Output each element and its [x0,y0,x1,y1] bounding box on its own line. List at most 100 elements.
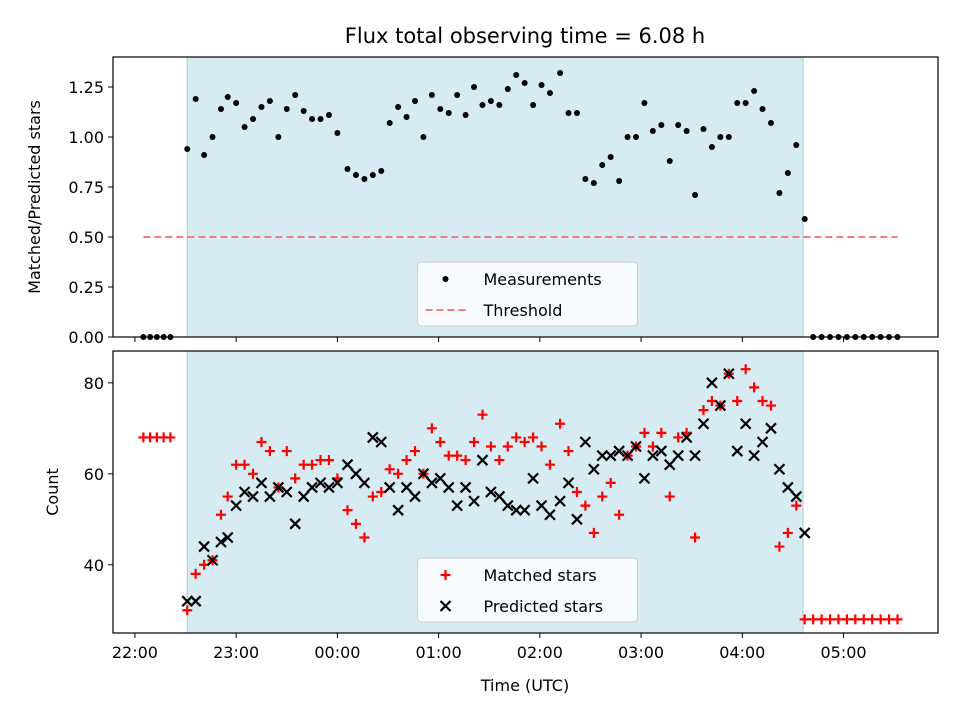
data-point [250,116,257,122]
data-point [784,170,791,176]
data-point [536,441,547,452]
data-point [748,449,760,462]
data-point [201,152,208,158]
data-point [487,98,494,104]
data-point [690,532,701,543]
x-tick-label: 04:00 [719,643,765,662]
data-point [774,541,785,552]
data-point [596,449,609,462]
data-point [791,500,802,511]
data-point [554,495,566,507]
data-point [403,114,410,120]
data-point [633,134,640,140]
data-point [698,405,709,416]
data-point [479,102,486,108]
data-point [292,92,299,98]
data-point [588,527,599,538]
data-point [184,146,191,152]
data-point [723,367,735,380]
data-point [426,423,437,434]
y-tick-label: 80 [84,374,104,393]
y-tick-label: 0.75 [68,178,104,197]
data-point [334,130,341,136]
data-point [224,94,231,100]
series-0 [138,364,903,625]
data-point [751,88,758,94]
data-point [638,472,651,485]
data-point [580,500,591,511]
data-point [641,100,648,106]
y-tick-label: 0.50 [68,228,104,247]
data-point [217,106,224,112]
data-point [165,432,176,443]
data-point [613,445,625,457]
data-point [258,104,265,110]
data-point [230,499,242,512]
data-point [801,216,808,222]
data-point [649,128,656,134]
data-point [434,472,447,485]
data-point [417,468,430,480]
legend-swatch [440,570,451,580]
data-point [518,504,531,516]
data-point [358,477,371,489]
data-point [732,396,743,407]
data-point [496,102,503,108]
data-point [256,436,267,447]
data-point [209,134,216,140]
data-point [714,399,727,412]
legend-swatch [439,600,452,612]
data-point [437,106,444,112]
data-point [664,491,675,502]
data-point [555,418,566,429]
data-point [767,120,774,126]
data-point [469,436,480,447]
data-point [630,440,642,453]
data-point [757,396,768,407]
data-point [395,104,402,110]
data-point [239,459,250,470]
data-point [616,178,623,184]
data-point [573,110,580,116]
data-point [435,436,446,447]
data-point [409,446,420,457]
data-point [579,436,592,448]
data-point [222,491,233,502]
data-point [546,90,553,96]
data-point [892,614,903,625]
legend-box [417,557,638,623]
data-point [590,180,597,186]
data-point [459,481,472,494]
data-point [233,100,240,106]
data-point [734,100,741,106]
data-point [420,134,427,140]
data-point [614,509,625,520]
data-point [359,532,370,543]
data-point [858,614,869,625]
data-point [426,477,438,489]
data-point [297,490,310,503]
data-point [298,459,309,470]
data-point [731,445,744,457]
data-point [401,455,412,466]
legend-label: Threshold [483,301,563,320]
x-tick-label: 03:00 [618,643,664,662]
y-tick-label: 0.00 [68,328,104,347]
data-point [477,409,488,420]
data-point [666,158,673,164]
data-point [384,464,395,475]
data-point [341,458,354,471]
data-point [765,422,777,435]
data-point [502,441,513,452]
data-point [181,595,194,607]
data-point [386,120,393,126]
data-point [350,518,361,529]
data-point [367,431,379,444]
data-point [451,499,463,512]
data-point [361,176,368,182]
data-point [367,491,378,502]
data-point [706,377,718,389]
axes-frame [112,350,939,634]
data-point [485,441,496,452]
